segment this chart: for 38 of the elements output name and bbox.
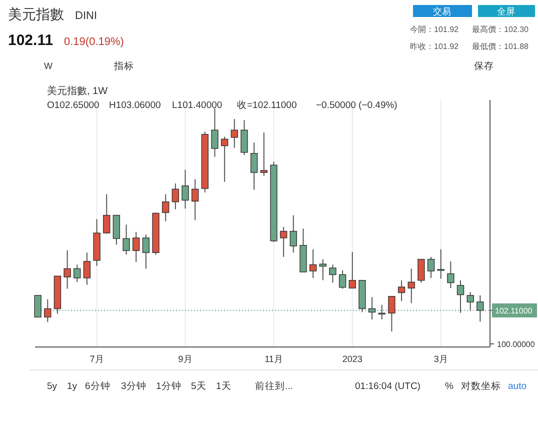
- text: 对数坐标: [461, 380, 501, 392]
- text: 5天: [191, 381, 206, 392]
- x-tick-label: 2023: [342, 354, 362, 364]
- annotation: H103.06000: [109, 100, 161, 111]
- x-tick-label: 9月: [178, 354, 192, 364]
- x-tick-label: 7月: [90, 354, 104, 364]
- text: auto: [508, 381, 526, 392]
- text: 交易: [433, 6, 451, 16]
- annotation: −0.50000 (−0.49%): [316, 100, 398, 111]
- text: W: [44, 61, 53, 71]
- text: 102.11: [8, 32, 54, 49]
- chart-subtitle: DINI: [75, 10, 97, 22]
- text: 最高價：102.30: [472, 25, 530, 34]
- text: 1天: [216, 381, 232, 392]
- text: 最低價：101.88: [472, 42, 530, 51]
- y-tick-label: 100.00000: [497, 340, 536, 349]
- text: 6分钟: [85, 380, 110, 392]
- annotation: O102.65000: [47, 100, 100, 111]
- text: 今開：101.92: [410, 25, 460, 34]
- text: 保存: [474, 60, 494, 72]
- annotation: 收=102.11000: [237, 100, 297, 111]
- y-tick-label: 102.11000: [495, 306, 533, 316]
- annotation: L101.40000: [172, 100, 222, 111]
- x-tick-label: 3月: [434, 354, 448, 364]
- text: 昨收：101.92: [410, 42, 460, 51]
- text: 5y: [47, 381, 58, 392]
- text: 全屏: [497, 6, 515, 16]
- text: 1分钟: [156, 380, 182, 392]
- text: 01:16:04 (UTC): [355, 381, 420, 392]
- text: 1y: [67, 381, 78, 392]
- chart-title: 美元指數: [8, 6, 64, 22]
- text: 前往到...: [255, 380, 293, 392]
- text: 0.19(0.19%): [64, 36, 124, 48]
- text: 指标: [113, 60, 134, 72]
- x-tick-label: 11月: [264, 354, 283, 364]
- text: 美元指數, 1W: [47, 85, 108, 97]
- text: 3分钟: [121, 380, 146, 392]
- text: %: [445, 381, 454, 392]
